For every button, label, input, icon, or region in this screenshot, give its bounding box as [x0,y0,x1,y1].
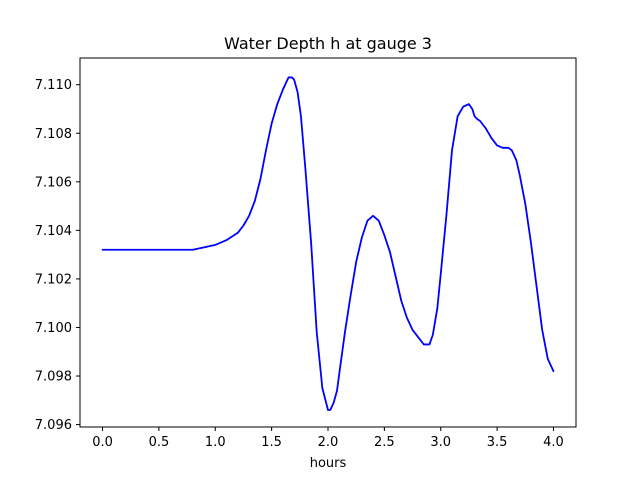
x-tick-label: 2.0 [318,435,339,450]
x-tick-label: 3.0 [430,435,451,450]
y-tick-label: 7.108 [35,127,72,142]
x-tick-label: 0.5 [149,435,170,450]
series-line-0 [101,76,555,411]
y-tick-label: 7.102 [35,272,72,287]
x-axis-label: hours [310,456,347,471]
y-tick-label: 7.110 [35,78,72,93]
y-tick-label: 7.104 [35,224,72,239]
x-tick-label: 1.0 [205,435,226,450]
x-tick-label: 3.5 [487,435,508,450]
x-tick-label: 0.0 [92,435,113,450]
plot-area [79,57,577,428]
x-axis: 0.0 0.5 1.0 1.5 2.0 2.5 3.0 3.5 4.0 [92,427,564,450]
x-tick-label: 2.5 [374,435,395,450]
chart-title: Water Depth h at gauge 3 [224,34,432,53]
y-tick-label: 7.100 [35,321,72,336]
y-tick-label: 7.098 [35,370,72,385]
y-tick-label: 7.096 [35,418,72,433]
x-tick-label: 4.0 [543,435,564,450]
axes-frame [79,57,577,428]
x-tick-label: 1.5 [261,435,282,450]
y-axis: 7.096 7.098 7.100 7.102 7.104 7.106 7.108 7.110 [35,78,80,433]
y-tick-label: 7.106 [35,175,72,190]
